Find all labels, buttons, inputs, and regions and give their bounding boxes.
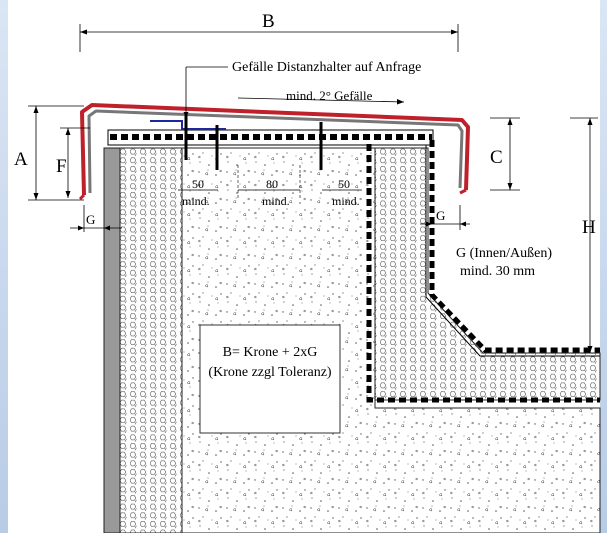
right-membrane-inner — [429, 140, 600, 353]
right-membrane-line — [425, 145, 600, 357]
spacing-left-unit: mind. — [182, 194, 210, 208]
formula-line1: B= Krone + 2xG — [222, 345, 318, 360]
g-note-line2: mind. 30 mm — [460, 264, 536, 279]
dim-b-arrow-left — [80, 29, 87, 35]
g-note-line1: G (Innen/Außen) — [456, 246, 553, 261]
formula-line2: (Krone zzgl Toleranz) — [208, 365, 332, 380]
right-membrane-outer — [366, 144, 600, 403]
distanzhalter-arrow — [183, 112, 189, 118]
label-g-right: G — [436, 208, 446, 223]
dim-f-arrows — [65, 128, 71, 198]
formula-box — [199, 324, 341, 434]
spacer-bracket — [150, 120, 226, 130]
label-gefaelle: mind. 2° Gefälle — [286, 88, 373, 103]
label-f: F — [56, 156, 67, 177]
spacing-mid-value: 80 — [266, 177, 278, 191]
label-c: C — [490, 147, 503, 168]
label-distanzhalter: Gefälle Distanzhalter auf Anfrage — [232, 60, 422, 75]
cap-drip-right — [459, 188, 467, 195]
metal-cap — [80, 103, 470, 196]
spacing-left-value: 50 — [192, 177, 204, 191]
spacing-mid-unit: mind. — [262, 194, 290, 208]
slope-arrow-line — [237, 97, 405, 103]
label-a: A — [14, 149, 28, 170]
distanzhalter-leader — [185, 66, 228, 118]
label-h: H — [582, 217, 596, 238]
spacing-right-value: 50 — [338, 177, 350, 191]
spacing-right-unit: mind. — [332, 194, 360, 208]
slope-arrow-head — [397, 99, 404, 105]
label-g-left: G — [86, 212, 96, 227]
left-cladding — [103, 147, 121, 533]
dim-b-arrow-right — [451, 29, 458, 35]
cap-drip-left — [78, 193, 86, 201]
cap-underlayer — [87, 109, 464, 194]
label-b: B — [262, 11, 275, 32]
